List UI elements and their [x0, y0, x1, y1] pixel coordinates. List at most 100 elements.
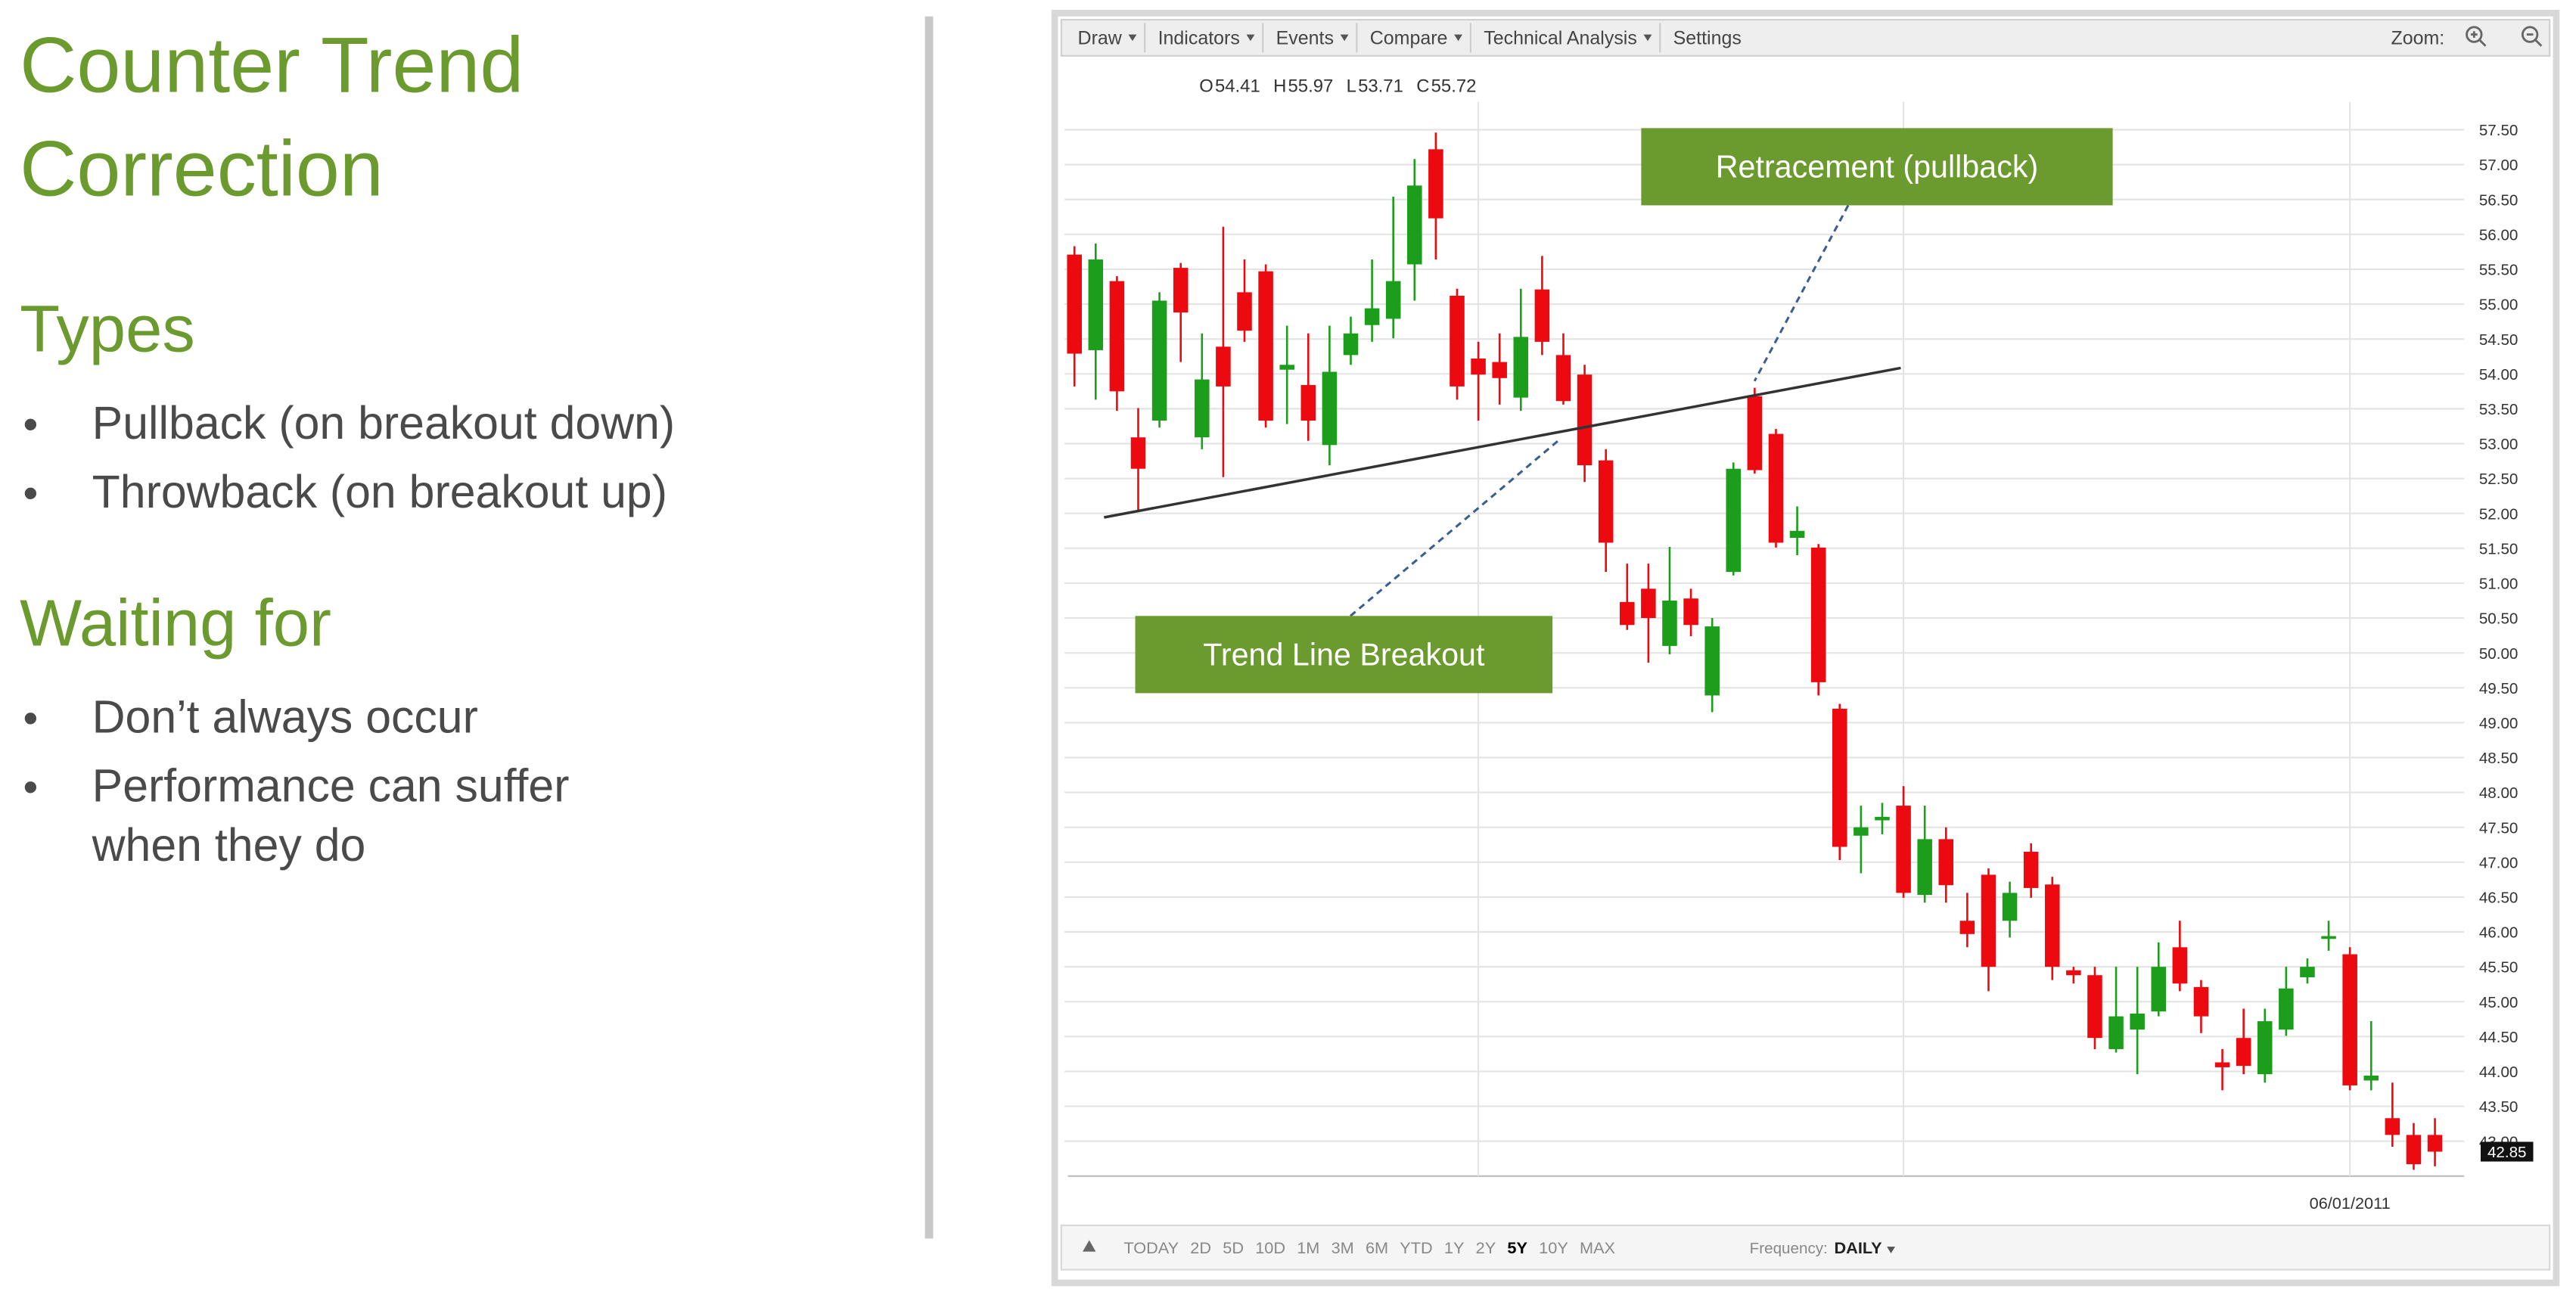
annotation-text: Retracement (pullback)	[1716, 150, 2038, 185]
bullet-dot: •	[23, 763, 38, 811]
bullet-dot: •	[23, 694, 38, 741]
toolbar-menu[interactable]: Technical Analysis	[1484, 28, 1637, 49]
toolbar	[1060, 18, 2551, 57]
readout-value: 53.71	[1358, 76, 1403, 97]
range-button[interactable]: 10D	[1255, 1238, 1285, 1257]
y-tick-label: 43.50	[2479, 1098, 2519, 1116]
range-button[interactable]: 1M	[1297, 1238, 1319, 1257]
range-button[interactable]: 3M	[1332, 1238, 1354, 1257]
y-tick-label: 47.50	[2479, 819, 2519, 837]
toolbar-menu[interactable]: Settings	[1673, 28, 1742, 49]
range-button[interactable]: 5D	[1223, 1238, 1244, 1257]
range-button[interactable]: 2Y	[1476, 1238, 1496, 1257]
plot	[1064, 101, 2465, 1176]
range-button[interactable]: MAX	[1580, 1238, 1616, 1257]
divider	[924, 16, 934, 1239]
candle-body	[1450, 295, 1465, 387]
y-tick-label: 49.00	[2479, 715, 2519, 732]
range-bar	[1060, 1224, 2551, 1271]
candle-body	[1726, 468, 1742, 573]
y-tick-label: 47.00	[2479, 854, 2519, 871]
slide-title: Correction	[20, 125, 384, 213]
candle-body	[1938, 839, 1954, 886]
toolbar-menu[interactable]: Compare	[1370, 28, 1448, 49]
menu-arrow	[1246, 34, 1255, 42]
candle-body	[2151, 967, 2167, 1012]
candle-body	[1513, 337, 1529, 398]
slide-title: Counter Trend	[20, 22, 524, 110]
candle-body	[1854, 827, 1869, 836]
candle-body	[2427, 1135, 2443, 1152]
bullet-text: Pullback (on breakout down)	[92, 397, 676, 449]
candle-body	[2363, 1075, 2379, 1081]
y-tick-label: 51.00	[2479, 576, 2519, 593]
candle-body	[1385, 281, 1401, 319]
candle-body	[1492, 362, 1507, 378]
menu-arrow	[1340, 34, 1349, 42]
toolbar-menu[interactable]: Indicators	[1158, 28, 1240, 49]
candle-body	[1088, 259, 1104, 350]
readout-value: 55.72	[1431, 76, 1477, 97]
annotation-leader	[1753, 204, 1850, 382]
y-tick-label: 46.50	[2479, 890, 2519, 907]
y-tick-label: 46.00	[2479, 924, 2519, 942]
x-tick-label: 06/01/2011	[2310, 1194, 2391, 1213]
candle-body	[2385, 1118, 2400, 1135]
readout-key: L	[1347, 76, 1356, 97]
range-button[interactable]: YTD	[1400, 1238, 1432, 1257]
y-tick-label: 55.50	[2479, 262, 2519, 279]
y-tick-label: 55.00	[2479, 297, 2519, 314]
zoom-label: Zoom:	[2391, 28, 2444, 49]
range-button[interactable]: 10Y	[1539, 1238, 1568, 1257]
bullet-text: Don’t always occur	[92, 691, 478, 742]
candle-body	[1216, 346, 1231, 387]
y-tick-label: 51.50	[2479, 540, 2519, 557]
candle-body	[2193, 986, 2209, 1017]
y-tick-label: 49.50	[2479, 680, 2519, 697]
candle-body	[1832, 708, 1847, 847]
candle-body	[1151, 300, 1167, 421]
range-button[interactable]: 1Y	[1444, 1238, 1465, 1257]
frequency-value[interactable]: DAILY	[1834, 1238, 1882, 1257]
y-tick-label: 45.50	[2479, 959, 2519, 977]
candle-body	[2342, 954, 2357, 1085]
range-button[interactable]: 6M	[1366, 1238, 1388, 1257]
candle-body	[1917, 839, 1932, 896]
candle-body	[1322, 371, 1338, 446]
candle-body	[2023, 851, 2039, 888]
y-tick-label: 48.50	[2479, 750, 2519, 767]
y-tick-label: 54.50	[2479, 331, 2519, 349]
y-tick-label: 56.00	[2479, 226, 2519, 244]
candle-body	[1173, 268, 1189, 313]
candle-body	[2321, 936, 2336, 939]
readout-key: C	[1416, 76, 1429, 97]
candle-body	[1875, 816, 1890, 821]
candle-body	[1768, 433, 1784, 543]
y-tick-label: 44.00	[2479, 1064, 2519, 1081]
candle-body	[1130, 437, 1146, 469]
candle-body	[1428, 149, 1443, 219]
bullet-text: when they do	[92, 819, 366, 871]
candle-body	[1534, 289, 1550, 342]
candle-body	[1896, 806, 1911, 893]
candle-body	[2236, 1038, 2251, 1067]
candle-body	[2257, 1021, 2273, 1075]
candle-body	[1195, 379, 1210, 438]
candle-body	[2087, 975, 2102, 1039]
readout-key: O	[1199, 76, 1213, 97]
zoom-icons	[2466, 26, 2543, 47]
candle-body	[2108, 1016, 2124, 1049]
y-tick-label: 52.00	[2479, 505, 2519, 523]
bullet-text: Performance can suffer	[92, 760, 570, 812]
range-button[interactable]: TODAY	[1123, 1238, 1179, 1257]
range-button[interactable]: 5Y	[1507, 1238, 1527, 1257]
trend-line	[1103, 366, 1901, 519]
y-tick-label: 52.50	[2479, 470, 2519, 488]
candle-body	[1343, 333, 1359, 356]
candle-body	[2214, 1062, 2230, 1067]
toolbar-menu[interactable]: Draw	[1078, 28, 1123, 49]
toolbar-menu[interactable]: Events	[1276, 28, 1334, 49]
y-tick-label: 45.00	[2479, 994, 2519, 1011]
range-button[interactable]: 2D	[1190, 1238, 1211, 1257]
